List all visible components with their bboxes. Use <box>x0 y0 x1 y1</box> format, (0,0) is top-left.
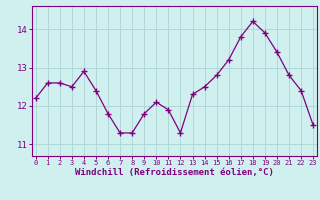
X-axis label: Windchill (Refroidissement éolien,°C): Windchill (Refroidissement éolien,°C) <box>75 168 274 177</box>
